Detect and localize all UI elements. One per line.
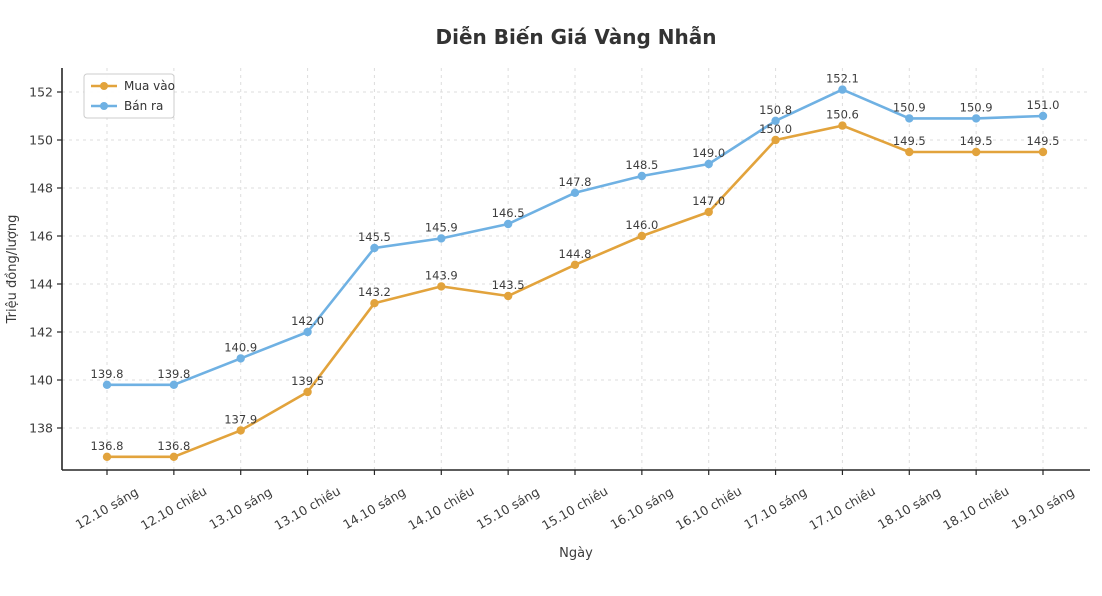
point-value-label-mua-vao: 137.9 xyxy=(224,412,257,426)
y-tick-label: 146 xyxy=(29,229,53,244)
point-value-label-ban-ra: 148.5 xyxy=(625,158,658,172)
data-point-ban-ra xyxy=(838,85,847,94)
legend-item-ban-ra: Bán ra xyxy=(91,99,163,113)
x-tick-label: 18.10 chiều xyxy=(940,483,1011,533)
point-value-label-ban-ra: 145.9 xyxy=(425,220,458,234)
x-tick-label: 13.10 sáng xyxy=(206,484,274,532)
legend-item-mua-vao: Mua vào xyxy=(91,79,175,93)
data-point-ban-ra xyxy=(169,380,179,389)
chart-title: Diễn Biến Giá Vàng Nhẫn xyxy=(436,25,717,49)
x-tick-label: 14.10 chiều xyxy=(405,483,476,533)
point-value-label-ban-ra: 142.0 xyxy=(291,314,324,328)
x-tick-label: 18.10 sáng xyxy=(875,484,943,532)
legend-label: Bán ra xyxy=(124,99,163,113)
data-point-mua-vao xyxy=(637,231,647,241)
point-value-label-ban-ra: 139.8 xyxy=(91,367,124,381)
x-axis-label: Ngày xyxy=(559,546,593,561)
y-tick-label: 138 xyxy=(29,421,53,436)
legend-marker xyxy=(100,102,108,110)
point-value-label-mua-vao: 143.2 xyxy=(358,285,391,299)
point-value-label-mua-vao: 146.0 xyxy=(625,218,658,232)
data-point-ban-ra xyxy=(704,159,713,169)
point-value-label-mua-vao: 149.5 xyxy=(960,134,993,148)
y-tick-label: 144 xyxy=(29,277,53,292)
data-point-mua-vao xyxy=(303,387,312,397)
point-labels: 136.8 136.8 137.9 139.5 143.2 143.9 143.5 144.8… xyxy=(91,72,1060,453)
data-point-ban-ra xyxy=(370,243,379,253)
y-axis-label: Triệu đồng/lượng xyxy=(5,215,20,325)
data-point-mua-vao xyxy=(905,147,914,157)
point-value-label-mua-vao: 149.5 xyxy=(893,134,926,148)
y-tick-label: 142 xyxy=(29,325,53,340)
data-point-mua-vao xyxy=(503,291,513,301)
x-tick-label: 12.10 chiều xyxy=(138,483,209,533)
data-point-ban-ra xyxy=(570,188,580,197)
data-points xyxy=(102,85,1048,461)
point-value-label-ban-ra: 147.8 xyxy=(559,175,592,189)
point-value-label-mua-vao: 150.6 xyxy=(826,108,859,122)
x-tick-label: 16.10 sáng xyxy=(608,484,676,532)
data-point-ban-ra xyxy=(771,116,780,126)
point-value-label-ban-ra: 145.5 xyxy=(358,230,391,244)
point-value-label-mua-vao: 147.0 xyxy=(692,194,725,208)
point-value-label-mua-vao: 150.0 xyxy=(759,122,792,136)
x-tick-label: 13.10 chiều xyxy=(272,483,343,533)
data-point-mua-vao xyxy=(437,282,446,291)
y-tick-label: 148 xyxy=(29,181,53,196)
legend-label: Mua vào xyxy=(124,79,175,93)
data-point-ban-ra xyxy=(303,327,312,337)
point-value-label-ban-ra: 150.8 xyxy=(759,103,792,117)
data-point-ban-ra xyxy=(637,171,647,181)
x-tick-label: 19.10 sáng xyxy=(1009,484,1077,532)
x-tick-label: 15.10 sáng xyxy=(474,484,542,532)
axes: 138 140 142 144 146 148 150 152 12.10 sáng12.10 … xyxy=(29,68,1090,533)
legend: Mua vào Bán ra xyxy=(83,73,175,119)
x-tick-label: 16.10 chiều xyxy=(673,483,744,533)
y-tick-label: 140 xyxy=(29,373,53,388)
point-value-label-mua-vao: 136.8 xyxy=(91,439,124,453)
data-point-ban-ra xyxy=(236,354,245,363)
data-point-ban-ra xyxy=(971,114,981,123)
point-value-label-ban-ra: 150.9 xyxy=(960,100,993,114)
data-point-mua-vao xyxy=(370,299,379,308)
data-point-ban-ra xyxy=(437,234,446,243)
data-point-ban-ra xyxy=(905,114,914,123)
point-value-label-mua-vao: 143.9 xyxy=(425,268,458,282)
data-point-mua-vao xyxy=(570,260,580,269)
y-tick-label: 150 xyxy=(29,133,53,148)
point-value-label-ban-ra: 139.8 xyxy=(157,367,190,381)
x-tick-label: 17.10 chiều xyxy=(807,483,878,533)
point-value-label-mua-vao: 144.8 xyxy=(559,247,592,261)
point-value-label-mua-vao: 136.8 xyxy=(157,439,190,453)
y-tick-label: 152 xyxy=(29,85,53,100)
data-point-mua-vao xyxy=(704,207,713,217)
data-point-mua-vao xyxy=(102,452,112,461)
point-value-label-ban-ra: 140.9 xyxy=(224,340,257,354)
data-point-mua-vao xyxy=(771,135,780,145)
x-tick-label: 17.10 sáng xyxy=(741,484,809,532)
data-point-mua-vao xyxy=(236,426,245,435)
x-tick-label: 12.10 sáng xyxy=(73,484,141,532)
legend-marker xyxy=(100,82,108,90)
point-value-label-ban-ra: 149.0 xyxy=(692,146,725,160)
data-point-ban-ra xyxy=(102,380,112,389)
x-tick-label: 15.10 chiều xyxy=(539,483,610,533)
data-point-ban-ra xyxy=(1038,111,1048,121)
point-value-label-ban-ra: 146.5 xyxy=(492,206,525,220)
point-value-label-ban-ra: 152.1 xyxy=(826,72,859,86)
gridlines xyxy=(62,68,1090,470)
point-value-label-ban-ra: 150.9 xyxy=(893,100,926,114)
data-point-ban-ra xyxy=(503,219,513,229)
data-point-mua-vao xyxy=(1038,147,1048,157)
data-point-mua-vao xyxy=(169,452,179,461)
point-value-label-mua-vao: 143.5 xyxy=(492,278,525,292)
point-value-label-mua-vao: 139.5 xyxy=(291,374,324,388)
x-tick-label: 14.10 sáng xyxy=(340,484,408,532)
point-value-label-mua-vao: 149.5 xyxy=(1027,134,1060,148)
point-value-label-ban-ra: 151.0 xyxy=(1027,98,1060,112)
data-point-mua-vao xyxy=(838,121,847,130)
data-point-mua-vao xyxy=(971,147,981,157)
